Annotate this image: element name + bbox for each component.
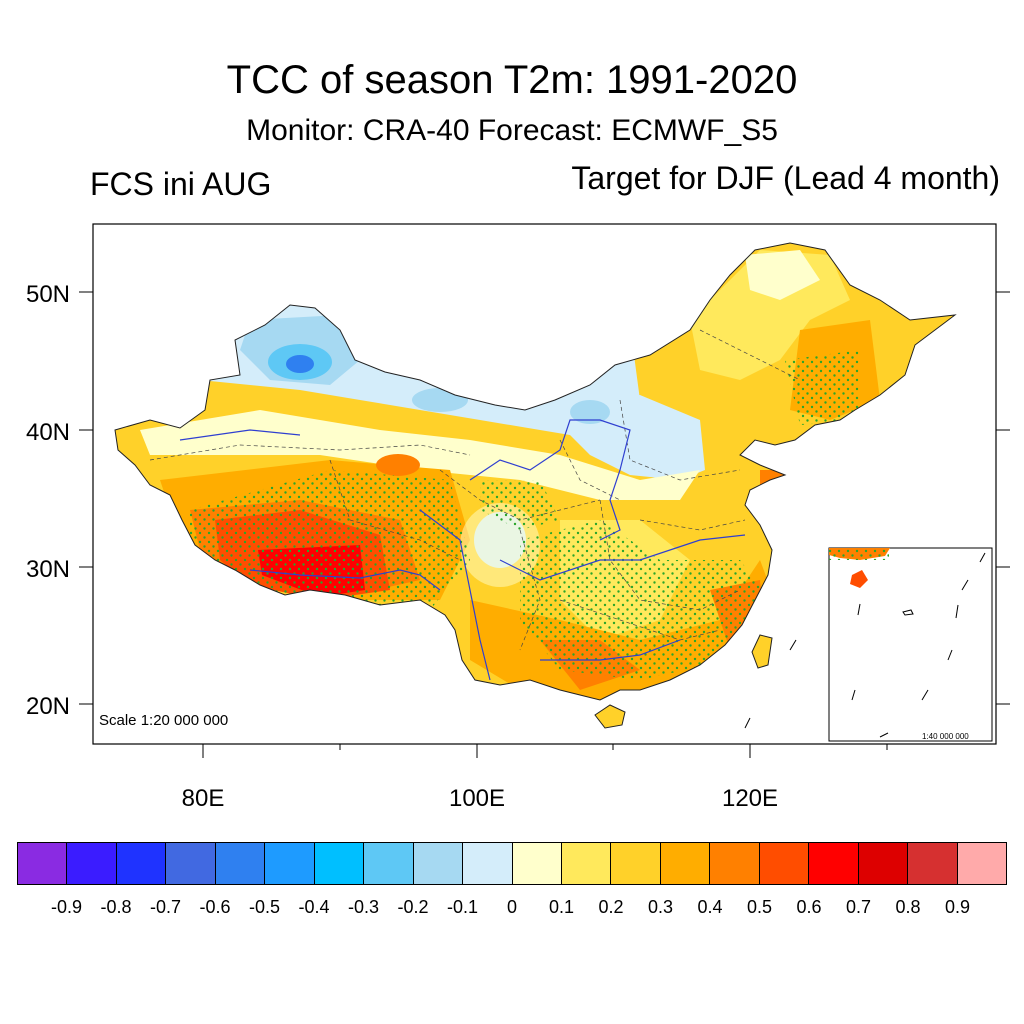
colorbar-tick-label: -0.1	[446, 897, 479, 917]
colorbar-segment	[166, 843, 216, 884]
colorbar-tick-label: -0.5	[248, 897, 281, 917]
colorbar-segment	[314, 843, 365, 884]
colorbar-tick-label: -0.7	[149, 897, 182, 917]
rivers	[179, 419, 746, 681]
colorbar	[17, 842, 1007, 885]
lat-label-30n: 30N	[26, 556, 70, 583]
colorbar-tick-label: 0.2	[598, 897, 624, 917]
colorbar-tick-label: 0.8	[895, 897, 921, 917]
colorbar-segment	[512, 843, 562, 884]
colorbar-tick-label: 0.3	[647, 897, 674, 917]
colorbar-tick-label: 0.4	[697, 897, 723, 917]
colorbar-tick-label: -0.8	[100, 897, 132, 917]
colorbar-segment	[413, 843, 464, 884]
scale-label: Scale 1:20 000 000	[99, 712, 228, 729]
lon-label-80e: 80E	[182, 785, 225, 812]
colorbar-tick-label: 0.7	[845, 897, 872, 917]
colorbar-segment	[67, 843, 117, 884]
colorbar-segment	[561, 843, 612, 884]
lat-label-40n: 40N	[26, 419, 70, 446]
colorbar-segment	[908, 843, 958, 884]
colorbar-segment	[660, 843, 711, 884]
colorbar-segment	[18, 843, 68, 884]
colorbar-segment	[116, 843, 167, 884]
colorbar-tick-label: 0.1	[548, 897, 575, 917]
colorbar-segment	[463, 843, 513, 884]
colorbar-segment	[809, 843, 859, 884]
colorbar-tick-label: 0.6	[796, 897, 822, 917]
country-boundary	[114, 242, 957, 729]
chart-title: TCC of season T2m: 1991-2020	[226, 58, 798, 102]
map-frame	[92, 223, 997, 745]
lon-label-100e: 100E	[449, 785, 505, 812]
lon-label-120e: 120E	[722, 785, 778, 812]
colorbar-tick-label: -0.9	[50, 897, 83, 917]
colorbar-segment	[265, 843, 315, 884]
colorbar-segment	[759, 843, 810, 884]
colorbar-tick-label: 0.5	[746, 897, 773, 917]
chart-subtitle: Monitor: CRA-40 Forecast: ECMWF_S5	[246, 114, 778, 147]
colorbar-segment	[710, 843, 760, 884]
lat-ticks	[79, 291, 1010, 705]
colorbar-segment	[858, 843, 909, 884]
lat-label-20n: 20N	[26, 693, 70, 720]
colorbar-segment	[611, 843, 661, 884]
lon-ticks	[202, 744, 888, 758]
colorbar-tick-label: 0.9	[944, 897, 971, 917]
colorbar-tick-label: 0	[506, 897, 518, 917]
province-boundaries	[149, 329, 801, 651]
colorbar-segment	[957, 843, 1007, 884]
colorbar-tick-label: -0.4	[298, 897, 330, 917]
inset-scale-label: 1:40 000 000	[922, 732, 969, 741]
south-china-sea-inset: 1:40 000 000	[828, 547, 993, 742]
colorbar-segment	[364, 843, 414, 884]
colorbar-tick-label: -0.6	[199, 897, 231, 917]
left-annotation: FCS ini AUG	[90, 166, 272, 202]
colorbar-tick-label: -0.2	[397, 897, 429, 917]
lat-label-50n: 50N	[26, 281, 70, 308]
colorbar-segment	[215, 843, 266, 884]
colorbar-tick-label: -0.3	[347, 897, 380, 917]
right-annotation: Target for DJF (Lead 4 month)	[571, 160, 1000, 196]
